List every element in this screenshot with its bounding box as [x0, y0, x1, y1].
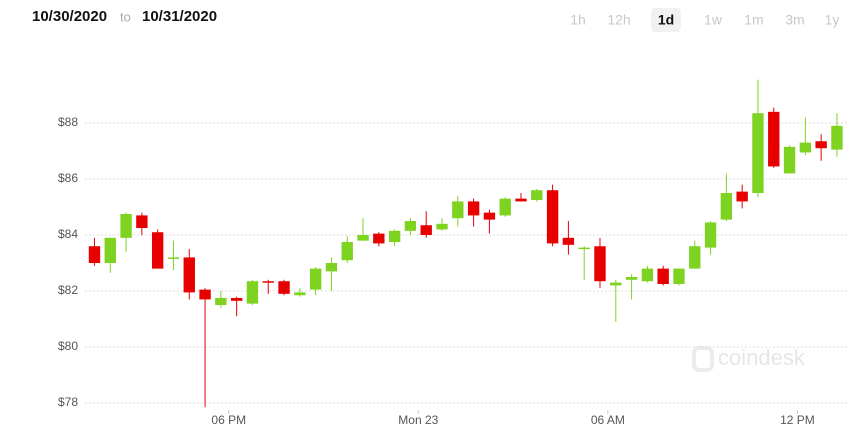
- candle-body: [515, 198, 527, 202]
- candle-body: [215, 298, 227, 306]
- y-tick-label: $88: [58, 115, 78, 129]
- y-tick-label: $82: [58, 283, 78, 297]
- watermark: coindesk: [718, 345, 806, 370]
- candle-body: [294, 292, 306, 296]
- candle-body: [704, 222, 717, 248]
- candle-body: [720, 193, 733, 220]
- plot-area: coindesk $78 $80 $82 $84 $86 $88 06 PM Mon 23 06 …: [58, 79, 848, 427]
- candle-body: [610, 282, 622, 286]
- candle-body: [673, 268, 685, 285]
- candle-body: [483, 212, 496, 220]
- candle-body: [420, 225, 432, 236]
- candle-body: [657, 268, 669, 285]
- range-active-bg: [651, 8, 681, 32]
- candle-body: [546, 190, 559, 244]
- candle-body: [151, 232, 164, 269]
- candle-body: [641, 268, 654, 282]
- y-tick-label: $86: [58, 171, 78, 185]
- candle-body: [831, 125, 843, 150]
- candle-body: [736, 191, 748, 202]
- candle-body: [373, 233, 385, 244]
- candle-body: [246, 281, 259, 304]
- candle-body: [768, 111, 780, 167]
- date-separator: to: [120, 9, 131, 24]
- candle-body: [309, 268, 322, 290]
- candle-body: [341, 242, 353, 261]
- y-tick-label: $84: [58, 227, 78, 241]
- candle-body: [562, 237, 575, 245]
- x-tick-label: Mon 23: [398, 413, 438, 427]
- candle-body: [689, 246, 701, 269]
- candle-body: [578, 247, 590, 250]
- candle-body: [183, 257, 195, 293]
- candle-body: [783, 146, 796, 174]
- range-button[interactable]: 1m: [744, 12, 763, 28]
- y-tick-label: $78: [58, 395, 78, 409]
- x-tick-label: 06 AM: [591, 413, 625, 427]
- candle-body: [404, 221, 417, 231]
- range-button[interactable]: 1w: [704, 12, 723, 28]
- range-selector: 1h 12h 1d 1w 1m 3m 1y: [570, 8, 839, 32]
- candle-body: [325, 263, 338, 272]
- candle-body: [594, 246, 606, 282]
- x-tick-label: 06 PM: [211, 413, 246, 427]
- candle-body: [120, 214, 132, 238]
- candle-body: [357, 235, 369, 241]
- candle-body: [499, 198, 511, 216]
- candle-body: [388, 230, 401, 243]
- candle-body: [88, 246, 101, 264]
- candle-body: [230, 298, 243, 301]
- candle-body: [799, 142, 812, 153]
- candle-body: [815, 141, 827, 149]
- candle-body: [752, 113, 764, 194]
- candle-body: [104, 237, 116, 264]
- date-to: 10/31/2020: [142, 8, 217, 25]
- candle-body: [199, 289, 211, 300]
- candle-body: [467, 201, 480, 216]
- x-tick-label: 12 PM: [780, 413, 815, 427]
- range-button[interactable]: 1d: [658, 12, 674, 28]
- range-button[interactable]: 3m: [785, 12, 804, 28]
- candle-body: [262, 281, 274, 283]
- date-from: 10/30/2020: [32, 8, 107, 25]
- candle-body: [531, 190, 543, 201]
- candle-body: [625, 277, 638, 280]
- candle-body: [136, 215, 148, 229]
- range-button[interactable]: 12h: [607, 12, 630, 28]
- watermark-logo: [692, 346, 714, 372]
- candle-body: [278, 281, 290, 294]
- y-tick-label: $80: [58, 339, 78, 353]
- candle-body: [436, 223, 448, 230]
- candle-body: [167, 257, 180, 259]
- candle-body: [452, 201, 464, 219]
- range-button[interactable]: 1h: [570, 12, 586, 28]
- range-button[interactable]: 1y: [825, 12, 840, 28]
